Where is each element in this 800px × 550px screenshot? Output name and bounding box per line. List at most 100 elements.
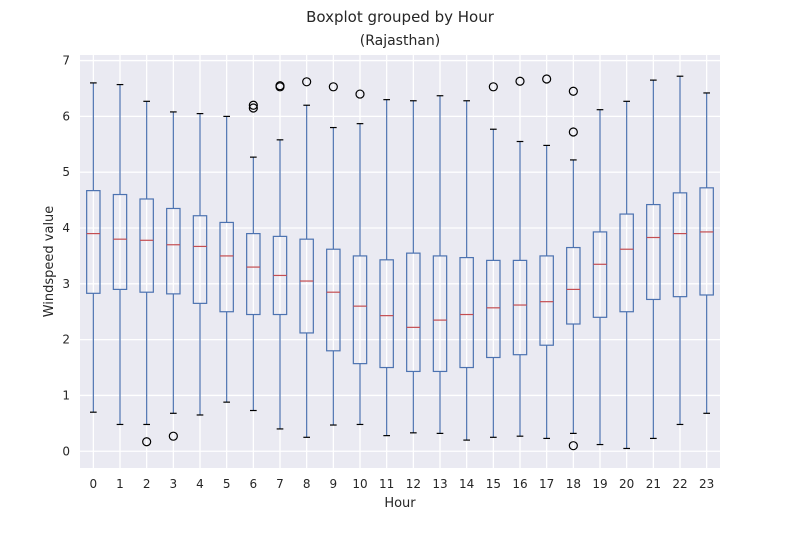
x-tick-label: 23 bbox=[699, 477, 714, 491]
outlier-point bbox=[168, 431, 178, 441]
x-axis-label: Hour bbox=[384, 496, 416, 511]
box-body bbox=[406, 252, 421, 373]
box-hour-11 bbox=[379, 99, 394, 437]
box-hour-1 bbox=[112, 83, 128, 426]
x-tick-label: 18 bbox=[566, 477, 581, 491]
box-body bbox=[619, 213, 634, 313]
x-tick-label: 17 bbox=[539, 477, 554, 491]
box-body bbox=[566, 246, 581, 325]
box-body bbox=[699, 187, 714, 296]
outlier-point bbox=[355, 89, 365, 99]
y-tick-label: 2 bbox=[62, 333, 70, 347]
outlier-point bbox=[328, 82, 338, 92]
x-tick-label: 16 bbox=[512, 477, 527, 491]
box-hour-17 bbox=[539, 74, 554, 440]
x-tick-label: 19 bbox=[592, 477, 607, 491]
outlier-point bbox=[568, 127, 578, 137]
x-tick-label: 10 bbox=[352, 477, 367, 491]
box-hour-7 bbox=[272, 81, 288, 430]
x-tick-label: 12 bbox=[406, 477, 421, 491]
box-body bbox=[592, 231, 608, 318]
box-hour-9 bbox=[326, 82, 341, 426]
y-tick-label: 7 bbox=[62, 54, 70, 68]
x-tick-label: 21 bbox=[646, 477, 661, 491]
outlier-point bbox=[248, 100, 258, 110]
x-tick-label: 20 bbox=[619, 477, 634, 491]
box-body bbox=[86, 190, 101, 294]
box-body bbox=[166, 207, 181, 295]
box-body bbox=[672, 192, 688, 298]
box-body bbox=[646, 203, 661, 301]
outlier-point bbox=[142, 437, 152, 447]
x-tick-label: 5 bbox=[223, 477, 231, 491]
x-tick-label: 11 bbox=[379, 477, 394, 491]
box-hour-4 bbox=[192, 113, 208, 416]
x-tick-label: 3 bbox=[170, 477, 178, 491]
box-hour-19 bbox=[592, 109, 608, 446]
box-body bbox=[299, 238, 314, 334]
chart-suptitle: Boxplot grouped by Hour bbox=[306, 8, 494, 26]
y-tick-label: 1 bbox=[62, 388, 70, 402]
outlier-point bbox=[542, 74, 552, 84]
box-hour-22 bbox=[672, 75, 688, 426]
box-hour-10 bbox=[352, 89, 368, 426]
box-hour-18 bbox=[566, 86, 581, 451]
y-axis: 0 1 2 3 4 5 6 7 bbox=[62, 54, 70, 459]
box-body bbox=[192, 215, 208, 304]
box-body bbox=[219, 221, 234, 313]
box-hour-20 bbox=[619, 100, 634, 450]
x-tick-label: 15 bbox=[486, 477, 501, 491]
box-body bbox=[486, 259, 501, 359]
x-axis: 0 1 2 3 4 5 6 7 8 9 10 11 12 13 14 15 16 17 18 19 20 21 22 23 bbox=[90, 477, 715, 491]
box-body bbox=[352, 255, 368, 365]
outlier-point bbox=[275, 81, 285, 91]
box-hour-8 bbox=[299, 77, 314, 438]
chart-title: (Rajasthan) bbox=[359, 33, 441, 49]
box-hour-16 bbox=[512, 76, 528, 437]
outlier-point bbox=[515, 76, 525, 86]
box-body bbox=[432, 255, 448, 373]
y-tick-label: 0 bbox=[62, 444, 70, 458]
x-tick-label: 14 bbox=[459, 477, 474, 491]
box-hour-21 bbox=[646, 79, 661, 440]
y-tick-label: 3 bbox=[62, 277, 70, 291]
box-body bbox=[379, 259, 394, 369]
box-hour-0 bbox=[86, 82, 101, 413]
box-hour-5 bbox=[219, 115, 234, 403]
box-body bbox=[512, 259, 528, 356]
x-tick-label: 13 bbox=[432, 477, 447, 491]
x-tick-label: 22 bbox=[672, 477, 687, 491]
x-tick-label: 2 bbox=[143, 477, 151, 491]
box-hour-23 bbox=[699, 92, 714, 414]
y-tick-label: 6 bbox=[62, 109, 70, 123]
box-body bbox=[139, 198, 154, 293]
outlier-point bbox=[568, 441, 578, 451]
outlier-point bbox=[302, 77, 312, 87]
x-tick-label: 6 bbox=[250, 477, 258, 491]
x-tick-label: 1 bbox=[116, 477, 124, 491]
x-tick-label: 8 bbox=[303, 477, 311, 491]
box-body bbox=[539, 255, 554, 346]
box-hour-13 bbox=[432, 95, 448, 434]
x-tick-label: 4 bbox=[196, 477, 204, 491]
outlier-point bbox=[488, 82, 498, 92]
box-hour-15 bbox=[486, 82, 501, 438]
x-tick-label: 9 bbox=[330, 477, 338, 491]
box-body bbox=[112, 193, 128, 291]
boxes-group bbox=[86, 74, 714, 451]
box-hour-12 bbox=[406, 100, 421, 434]
box-body bbox=[326, 248, 341, 352]
outlier-point bbox=[248, 103, 258, 113]
box-body bbox=[459, 256, 474, 369]
outlier-point bbox=[568, 86, 578, 96]
y-tick-label: 4 bbox=[62, 221, 70, 235]
y-tick-label: 5 bbox=[62, 165, 70, 179]
x-tick-label: 7 bbox=[276, 477, 284, 491]
box-hour-3 bbox=[166, 111, 181, 441]
box-hour-6 bbox=[246, 100, 261, 412]
box-hour-2 bbox=[139, 100, 154, 447]
x-tick-label: 0 bbox=[90, 477, 98, 491]
y-axis-label: Windspeed value bbox=[42, 206, 57, 318]
box-body bbox=[246, 232, 261, 316]
